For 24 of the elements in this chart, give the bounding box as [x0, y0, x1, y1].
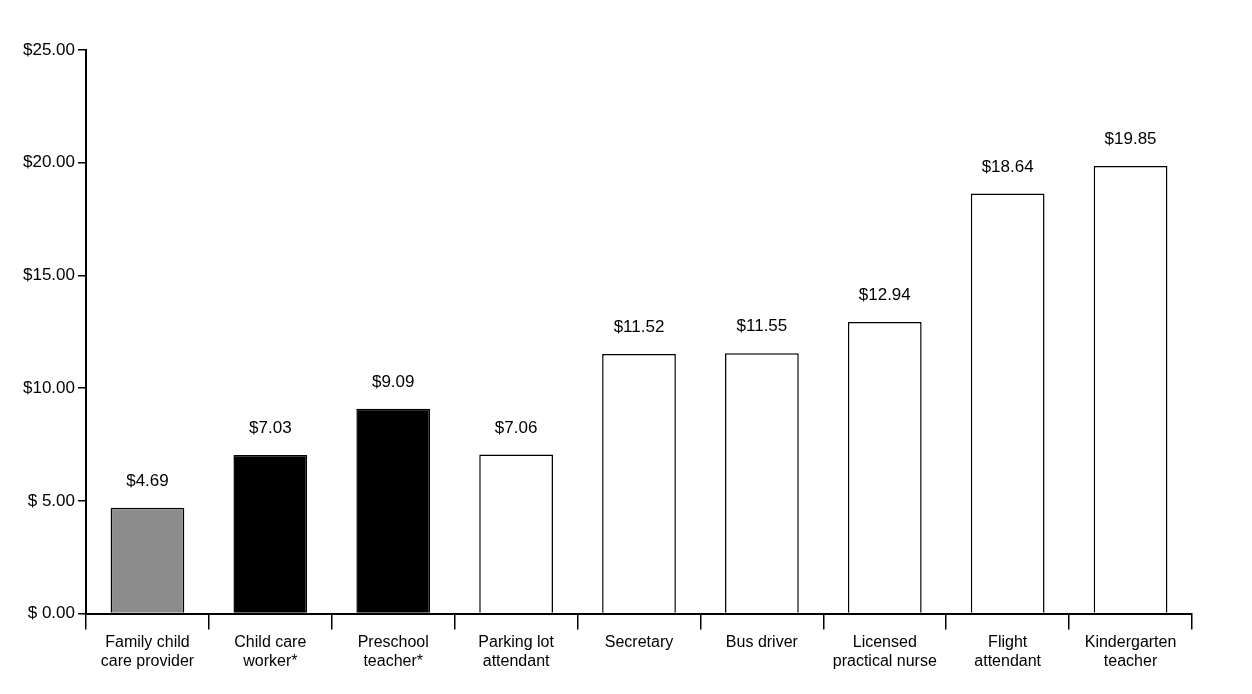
data-label: $12.94: [858, 285, 911, 305]
data-label: $9.09: [371, 371, 415, 391]
y-tick-label: $10.00: [23, 377, 75, 397]
y-tick-label: $ 0.00: [27, 603, 75, 623]
data-label: $11.55: [736, 316, 788, 336]
data-label: $11.52: [613, 317, 665, 337]
x-tick-label: Flight attendant: [974, 632, 1042, 669]
x-tick-label: Secretary: [604, 632, 674, 650]
data-label: $18.64: [981, 156, 1034, 176]
y-tick-label: $15.00: [23, 265, 75, 285]
data-label: $7.06: [494, 417, 538, 437]
x-tick-label: Preschool teacher*: [357, 632, 429, 669]
data-label: $4.69: [126, 471, 169, 491]
y-tick-label: $25.00: [23, 39, 75, 59]
x-tick-label: Parking lot attendant: [478, 632, 555, 669]
x-tick-label: Child care worker*: [234, 632, 307, 669]
y-tick-label: $20.00: [23, 152, 75, 172]
x-tick-label: Licensed practical nurse: [832, 632, 937, 669]
x-tick-label: Family child care provider: [100, 632, 195, 669]
data-label: $19.85: [1104, 129, 1157, 149]
data-label: $7.03: [249, 418, 292, 438]
x-tick-label: Bus driver: [725, 632, 799, 650]
x-tick-label: Kindergarten teacher: [1084, 632, 1177, 669]
y-tick-label: $ 5.00: [27, 490, 75, 510]
